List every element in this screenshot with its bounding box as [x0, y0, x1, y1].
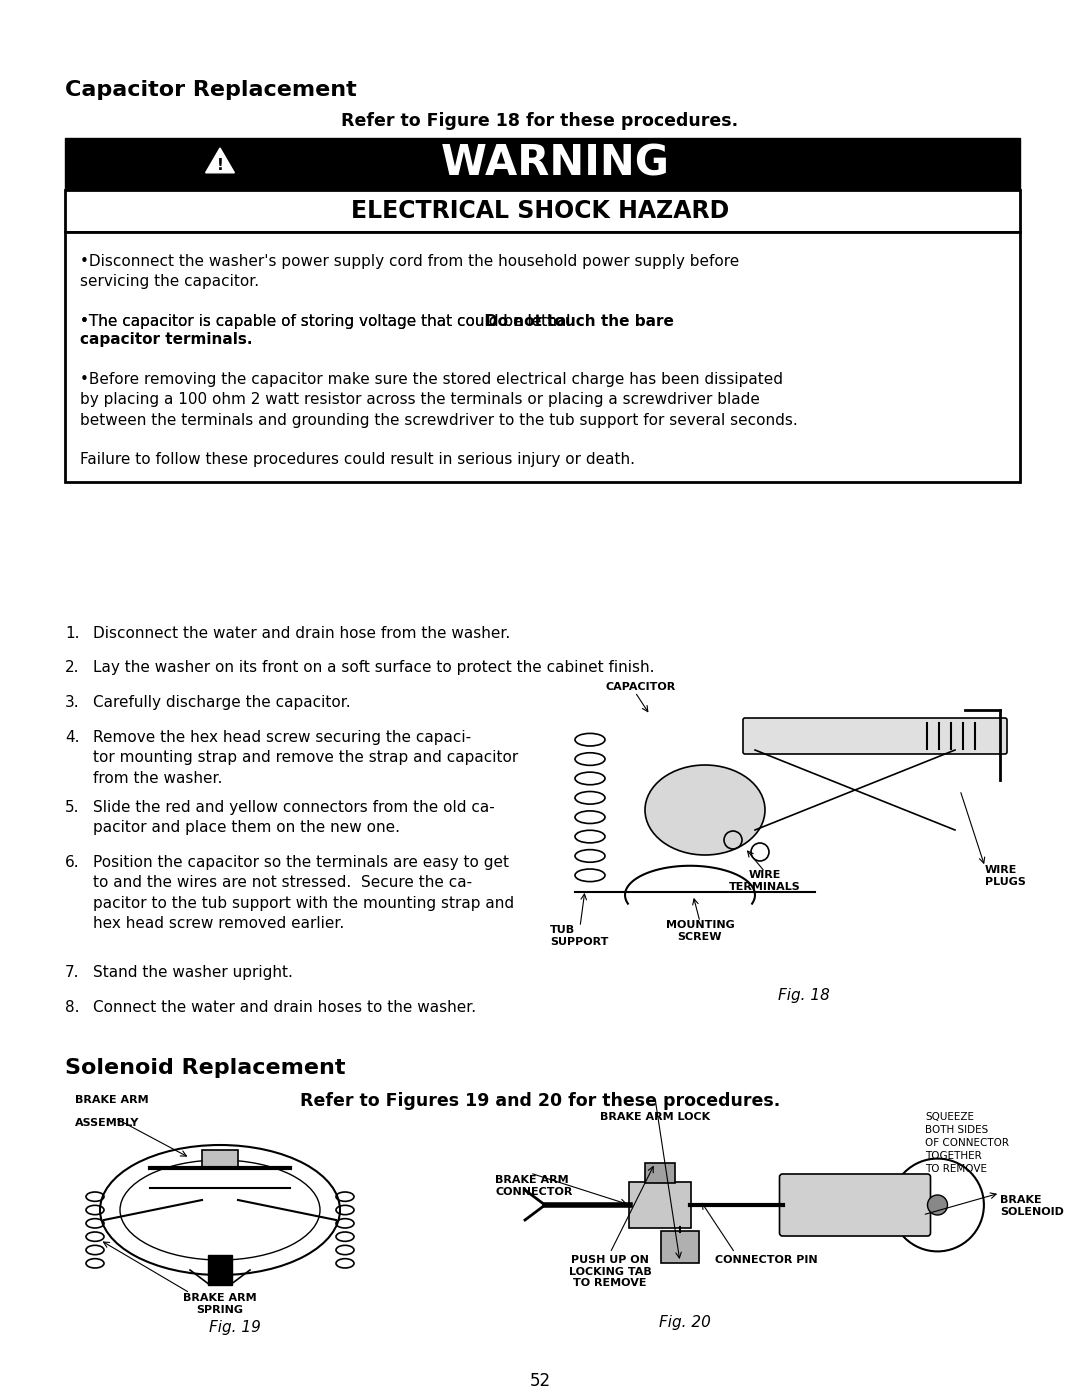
Text: BRAKE ARM: BRAKE ARM	[184, 1294, 257, 1303]
Text: TO REMOVE: TO REMOVE	[924, 1164, 987, 1173]
Text: Fig. 19: Fig. 19	[210, 1320, 261, 1336]
Circle shape	[928, 1194, 947, 1215]
Text: 5.: 5.	[65, 800, 80, 814]
Text: 3.: 3.	[65, 694, 80, 710]
Text: •Before removing the capacitor make sure the stored electrical charge has been d: •Before removing the capacitor make sure…	[80, 372, 798, 427]
Text: Disconnect the water and drain hose from the washer.: Disconnect the water and drain hose from…	[93, 626, 510, 641]
Text: MOUNTING
SCREW: MOUNTING SCREW	[665, 921, 734, 942]
Text: BOTH SIDES: BOTH SIDES	[924, 1125, 988, 1134]
Text: Refer to Figure 18 for these procedures.: Refer to Figure 18 for these procedures.	[341, 112, 739, 130]
Ellipse shape	[645, 766, 765, 855]
Text: BRAKE
SOLENOID: BRAKE SOLENOID	[1000, 1194, 1064, 1217]
Text: •The capacitor is capable of storing voltage that could be lethal.: •The capacitor is capable of storing vol…	[80, 314, 585, 330]
Text: Remove the hex head screw securing the capaci-
tor mounting strap and remove the: Remove the hex head screw securing the c…	[93, 731, 518, 785]
FancyBboxPatch shape	[65, 190, 1020, 232]
Text: BRAKE ARM
CONNECTOR: BRAKE ARM CONNECTOR	[495, 1175, 572, 1197]
Text: ELECTRICAL SHOCK HAZARD: ELECTRICAL SHOCK HAZARD	[351, 198, 729, 224]
Polygon shape	[205, 148, 234, 173]
Text: Connect the water and drain hoses to the washer.: Connect the water and drain hoses to the…	[93, 1000, 476, 1016]
FancyBboxPatch shape	[661, 1231, 699, 1263]
Text: BRAKE ARM LOCK: BRAKE ARM LOCK	[599, 1112, 710, 1122]
FancyBboxPatch shape	[743, 718, 1007, 754]
Text: Fig. 18: Fig. 18	[778, 988, 829, 1003]
Text: SQUEEZE: SQUEEZE	[924, 1112, 974, 1122]
Text: Fig. 20: Fig. 20	[659, 1315, 711, 1330]
FancyBboxPatch shape	[780, 1173, 931, 1236]
FancyBboxPatch shape	[65, 138, 1020, 190]
Text: CONNECTOR PIN: CONNECTOR PIN	[715, 1255, 818, 1266]
Text: •Disconnect the washer's power supply cord from the household power supply befor: •Disconnect the washer's power supply co…	[80, 254, 739, 289]
Text: Do not touch the bare: Do not touch the bare	[485, 314, 674, 330]
Text: Solenoid Replacement: Solenoid Replacement	[65, 1058, 346, 1078]
Text: SPRING: SPRING	[197, 1305, 243, 1315]
Text: 2.: 2.	[65, 659, 80, 675]
Text: OF CONNECTOR: OF CONNECTOR	[924, 1139, 1009, 1148]
FancyBboxPatch shape	[202, 1150, 238, 1168]
Text: capacitor terminals.: capacitor terminals.	[80, 332, 253, 346]
Text: CAPACITOR: CAPACITOR	[605, 682, 675, 692]
Text: WIRE
PLUGS: WIRE PLUGS	[985, 865, 1026, 887]
Text: WARNING: WARNING	[411, 142, 669, 184]
Text: !: !	[217, 158, 224, 173]
Text: Lay the washer on its front on a soft surface to protect the cabinet finish.: Lay the washer on its front on a soft su…	[93, 659, 654, 675]
Text: Failure to follow these procedures could result in serious injury or death.: Failure to follow these procedures could…	[80, 453, 635, 467]
Text: 1.: 1.	[65, 626, 80, 641]
FancyBboxPatch shape	[645, 1162, 675, 1183]
FancyBboxPatch shape	[629, 1182, 691, 1228]
Text: 7.: 7.	[65, 965, 80, 981]
Text: 4.: 4.	[65, 731, 80, 745]
Text: Capacitor Replacement: Capacitor Replacement	[65, 80, 356, 101]
Text: Carefully discharge the capacitor.: Carefully discharge the capacitor.	[93, 694, 351, 710]
Text: BRAKE ARM: BRAKE ARM	[75, 1095, 149, 1105]
Text: •The capacitor is capable of storing voltage that could be lethal.  Do not touch: •The capacitor is capable of storing vol…	[80, 314, 754, 330]
Text: Refer to Figures 19 and 20 for these procedures.: Refer to Figures 19 and 20 for these pro…	[300, 1092, 780, 1111]
Text: TUB
SUPPORT: TUB SUPPORT	[550, 925, 608, 947]
Text: 8.: 8.	[65, 1000, 80, 1016]
Text: 52: 52	[529, 1372, 551, 1390]
FancyBboxPatch shape	[65, 232, 1020, 482]
Text: Slide the red and yellow connectors from the old ca-
pacitor and place them on t: Slide the red and yellow connectors from…	[93, 800, 495, 835]
Text: •The capacitor is capable of storing voltage that could be lethal.: •The capacitor is capable of storing vol…	[80, 314, 585, 330]
Text: ASSEMBLY: ASSEMBLY	[75, 1118, 139, 1127]
FancyBboxPatch shape	[208, 1255, 232, 1285]
Text: TOGETHER: TOGETHER	[924, 1151, 982, 1161]
Text: Stand the washer upright.: Stand the washer upright.	[93, 965, 293, 981]
Text: WIRE
TERMINALS: WIRE TERMINALS	[729, 870, 801, 891]
Text: PUSH UP ON
LOCKING TAB
TO REMOVE: PUSH UP ON LOCKING TAB TO REMOVE	[569, 1255, 651, 1288]
Text: 6.: 6.	[65, 855, 80, 870]
Text: Position the capacitor so the terminals are easy to get
to and the wires are not: Position the capacitor so the terminals …	[93, 855, 514, 932]
